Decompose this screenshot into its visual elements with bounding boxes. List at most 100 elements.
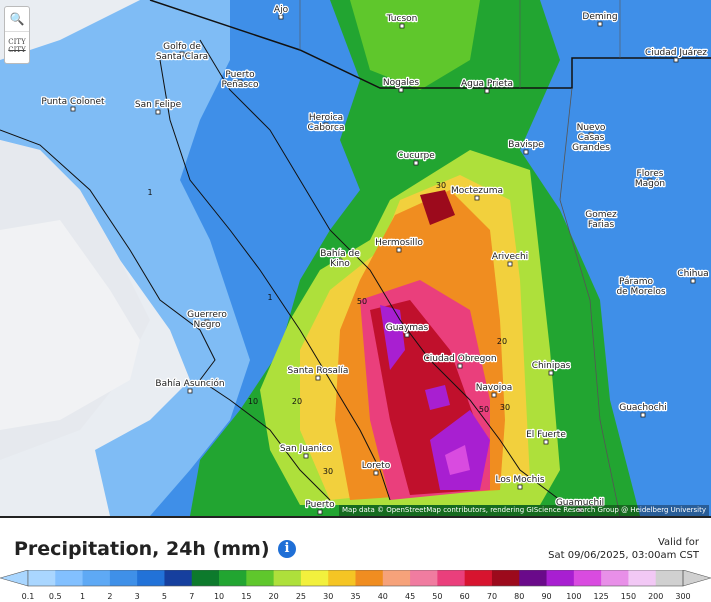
city-dot — [457, 363, 463, 369]
city-dot — [396, 247, 402, 253]
city-toggle-top: CITY — [8, 38, 26, 46]
legend-label: 3 — [135, 592, 140, 601]
legend-label: 300 — [675, 592, 690, 601]
city-label: Gomez — [585, 210, 617, 220]
info-button[interactable]: i — [278, 540, 296, 558]
city-label: Bahía Asunción — [155, 378, 224, 389]
legend-swatch — [219, 570, 247, 586]
precip-core-n — [420, 190, 455, 225]
city-label: Navojoa — [476, 383, 513, 393]
legend-swatch — [246, 570, 275, 586]
city-dot — [673, 57, 679, 63]
legend-swatch — [601, 570, 629, 586]
contour-label: 20 — [497, 337, 507, 346]
city-label: Magón — [635, 178, 665, 189]
city-label: Tucson — [386, 14, 418, 24]
city-dot — [633, 286, 639, 292]
city-label: Arivechi — [492, 252, 528, 262]
contour-label: 50 — [357, 297, 367, 306]
city-toggle[interactable]: CITY CITY — [5, 32, 29, 54]
city-label: Flores — [637, 169, 664, 179]
legend-label: 0.5 — [49, 592, 62, 601]
city-label: Santa Rosalía — [288, 366, 349, 376]
legend-label: 0.1 — [22, 592, 35, 601]
legend-swatch — [82, 570, 111, 586]
city-label: Cucurpe — [397, 151, 435, 161]
legend-label: 30 — [323, 592, 333, 601]
city-label: Puerto — [305, 500, 335, 510]
city-label: Guamuchil — [556, 498, 604, 508]
legend-swatch — [491, 570, 520, 586]
legend-label: 70 — [487, 592, 497, 601]
legend-swatch — [355, 570, 384, 586]
legend-label: 25 — [296, 592, 306, 601]
city-label: Bahía de — [320, 249, 360, 259]
city-label: Farias — [588, 220, 615, 230]
city-label: Puerto — [225, 70, 255, 80]
contour-label: 30 — [500, 403, 510, 412]
legend-label: 15 — [241, 592, 251, 601]
city-dot — [548, 370, 554, 376]
legend-label: 7 — [189, 592, 194, 601]
legend-swatch — [519, 570, 548, 586]
contour-label: 30 — [323, 467, 333, 476]
legend-label: 10 — [214, 592, 224, 601]
city-label: Kino — [330, 259, 350, 269]
map[interactable]: Ajo Tucson Deming Golfo de Santa Clara Ciudad… — [0, 0, 711, 516]
city-label: Ciudad Obregon — [423, 354, 496, 364]
city-label: Golfo de — [163, 42, 201, 52]
city-label: El Fuerte — [526, 430, 566, 440]
legend-label: 100 — [566, 592, 581, 601]
city-toggle-bottom: CITY — [8, 46, 26, 54]
city-dot — [577, 507, 583, 513]
coastline-baja-west — [0, 129, 331, 501]
city-dot — [323, 122, 329, 128]
precip-green-n — [350, 0, 480, 90]
color-scale: 0.1 0.5 1 2 3 5 7 10 15 20 25 30 35 40 45 50 60 70 80 90 100… — [0, 570, 711, 601]
zoom-button[interactable]: 🔍 — [5, 7, 29, 32]
city-label: Negro — [194, 320, 221, 330]
city-label: Los Mochis — [495, 475, 544, 485]
city-dot — [398, 87, 404, 93]
legend-swatch — [464, 570, 493, 586]
legend-label: 40 — [378, 592, 388, 601]
legend-swatch — [109, 570, 138, 586]
city-dot — [179, 51, 185, 57]
coastline-baja-east — [159, 59, 391, 501]
scale-arrow-left — [0, 570, 29, 587]
city-label: Punta Colonet — [41, 97, 105, 107]
legend-label: 2 — [107, 592, 112, 601]
valid-date: Sat 09/06/2025, 03:00am CST — [548, 550, 699, 561]
city-dot — [303, 453, 309, 459]
city-label: Grandes — [572, 143, 610, 153]
legend-swatch — [628, 570, 657, 586]
contour-label: 30 — [436, 181, 446, 190]
city-label: Hermosillo — [375, 238, 423, 248]
legend-swatch — [28, 570, 56, 586]
city-label: Moctezuma — [451, 186, 503, 196]
city-label: Agua Prieta — [461, 79, 513, 89]
city-label: Caborca — [308, 123, 345, 133]
scale-arrow-right — [682, 570, 711, 587]
city-dot — [523, 149, 529, 155]
city-label: Peñasco — [221, 80, 259, 90]
city-dot — [543, 439, 549, 445]
precip-magenta — [445, 445, 470, 475]
valid-label: Valid for — [657, 537, 699, 548]
legend-swatch — [300, 570, 329, 586]
city-label: Guerrero — [187, 310, 227, 320]
city-dot — [588, 132, 594, 138]
city-dot — [598, 219, 604, 225]
state-line-sonora — [559, 87, 621, 516]
city-label: Guaymas — [386, 323, 429, 333]
legend-swatch — [410, 570, 438, 586]
legend-label: 1 — [80, 592, 85, 601]
city-dot — [690, 278, 696, 284]
city-label: Loreto — [362, 461, 391, 471]
coastline-mainland — [199, 39, 561, 501]
precip-purple-2 — [425, 385, 450, 410]
map-controls: 🔍 CITY CITY — [4, 6, 30, 64]
city-dot — [70, 106, 76, 112]
